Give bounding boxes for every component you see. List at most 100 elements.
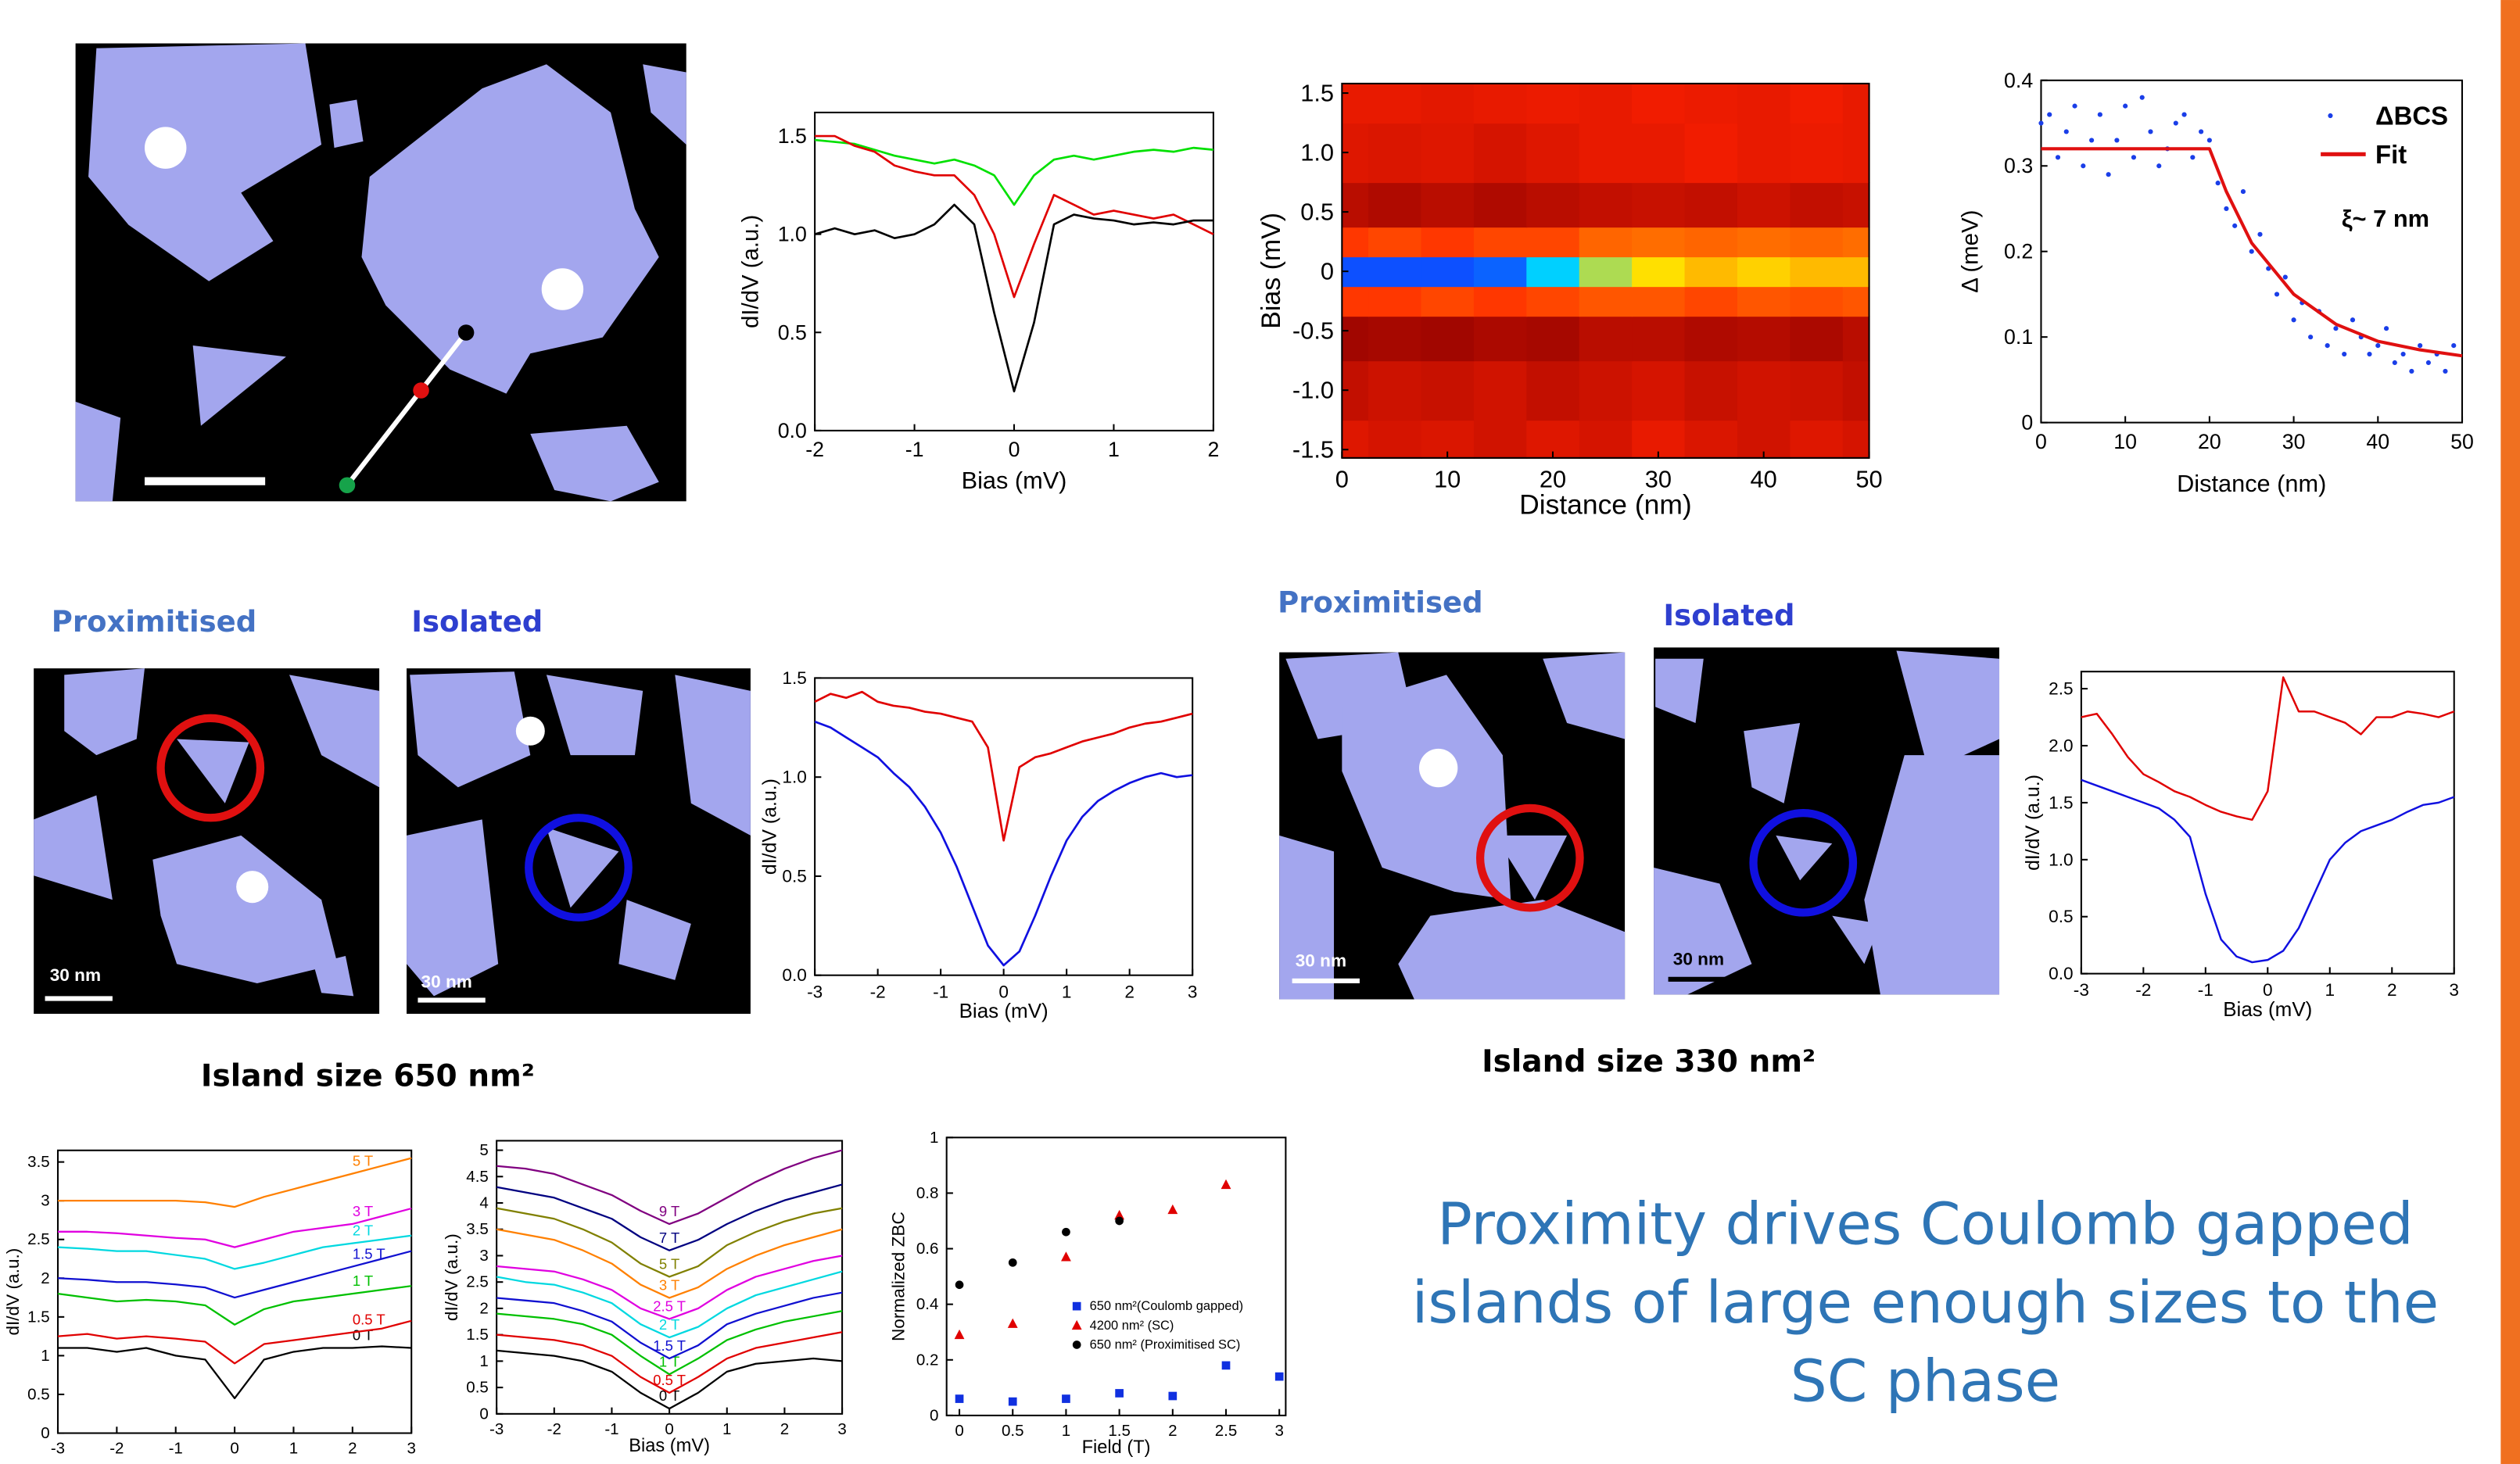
data-point (2308, 335, 2313, 339)
heatmap-cell (1368, 286, 1421, 317)
y-tick-label: 0.4 (2004, 69, 2033, 92)
heatmap-cell (1685, 182, 1738, 227)
y-tick-label: -1.0 (1292, 377, 1334, 404)
y-tick-label: 0 (1321, 258, 1334, 285)
data-line (815, 721, 1192, 965)
x-tick-label: 3 (1274, 1422, 1283, 1440)
x-tick-label: 2.5 (1215, 1422, 1238, 1440)
x-axis-label: Bias (mV) (2223, 997, 2312, 1021)
heatmap-cell (1421, 182, 1474, 227)
heatmap-cell (1843, 84, 1870, 123)
series-label: 1.5 T (653, 1337, 686, 1354)
data-point (1062, 1394, 1070, 1403)
x-tick-label: -1 (169, 1440, 183, 1458)
y-tick-label: 1.5 (1300, 80, 1334, 107)
heatmap-cell (1790, 420, 1843, 459)
heatmap-cell (1632, 123, 1685, 183)
data-point (2350, 317, 2355, 322)
heatmap-cell (1368, 227, 1421, 257)
series-label: 2 T (353, 1222, 373, 1239)
heatmap-cell (1790, 123, 1843, 183)
data-point (2190, 155, 2195, 159)
x-tick-label: 0 (1009, 438, 1020, 461)
x-tick-label: 1 (1062, 982, 1072, 1001)
heatmap-cell (1843, 123, 1870, 183)
y-tick-label: 0.3 (2004, 154, 2033, 177)
heatmap-cell (1474, 123, 1527, 183)
heatmap-cell (1843, 316, 1870, 361)
x-tick-label: 2 (2387, 980, 2397, 1000)
heatmap-cell (1474, 227, 1527, 257)
heatmap-cell (1368, 360, 1421, 421)
series-label: 3 T (659, 1276, 679, 1293)
x-tick-label: 1 (722, 1420, 731, 1438)
x-tick-label: 3 (407, 1440, 415, 1458)
heatmap-cell (1737, 227, 1791, 257)
heatmap-cell (1843, 227, 1870, 257)
data-point (1008, 1319, 1018, 1328)
y-axis-label: dI/dV (a.u.) (2022, 775, 2044, 871)
heatmap-cell (1790, 360, 1843, 421)
series-label: 7 T (659, 1230, 679, 1246)
heatmap-cell (1737, 316, 1791, 361)
data-point (2148, 129, 2153, 134)
heatmap-cell (1579, 182, 1633, 227)
y-tick-label: 1.5 (466, 1326, 489, 1344)
x-tick-label: 10 (2113, 430, 2137, 453)
x-tick-label: 1 (2325, 980, 2335, 1000)
x-tick-label: 0.5 (1002, 1422, 1024, 1440)
heatmap-cell (1579, 84, 1633, 123)
series-label: 9 T (659, 1203, 679, 1219)
y-axis-label: Normalized ZBC (889, 1212, 909, 1341)
data-point (2426, 360, 2431, 365)
annotation: ξ~ 7 nm (2342, 205, 2429, 232)
legend-swatch (1073, 1302, 1081, 1311)
stm-image (76, 44, 686, 502)
data-point (2451, 343, 2456, 348)
series-label: 1 T (353, 1272, 373, 1289)
heatmap-cell (1685, 256, 1738, 287)
data-point (1275, 1373, 1284, 1381)
y-tick-label: 0 (930, 1406, 938, 1424)
heatmap-cell (1474, 360, 1527, 421)
data-point (2443, 369, 2447, 374)
heatmap-cell (1790, 182, 1843, 227)
x-tick-label: 0 (230, 1440, 238, 1458)
heatmap-cell (1632, 256, 1685, 287)
data-point (2257, 232, 2262, 237)
y-axis-label: dI/dV (a.u.) (759, 779, 781, 875)
data-point (1168, 1392, 1177, 1401)
data-point (2207, 138, 2212, 142)
y-tick-label: 1 (479, 1352, 488, 1370)
y-tick-label: 0.5 (466, 1379, 489, 1397)
x-tick-label: 10 (1434, 466, 1461, 493)
data-point (1115, 1389, 1124, 1398)
data-point (1221, 1179, 1231, 1189)
heatmap-cell (1579, 227, 1633, 257)
x-tick-label: 2 (348, 1440, 357, 1458)
y-axis-label: Δ (meV) (1958, 210, 1984, 293)
y-tick-label: 0.5 (1300, 199, 1334, 226)
y-tick-label: 0.5 (27, 1385, 50, 1403)
y-tick-label: 0.8 (916, 1184, 939, 1202)
y-tick-label: 2.5 (2049, 679, 2073, 699)
heatmap-cell (1843, 420, 1870, 459)
x-axis-label: Bias (mV) (959, 999, 1049, 1022)
heatmap-cell (1342, 227, 1369, 257)
data-point (2072, 104, 2077, 109)
y-tick-label: 1.0 (778, 223, 807, 246)
data-point (2367, 352, 2371, 356)
data-point (2081, 163, 2085, 168)
legend-label: 650 nm² (Proximitised SC) (1090, 1337, 1241, 1351)
heatmap-cell (1790, 316, 1843, 361)
heatmap-cell (1526, 286, 1579, 317)
data-point (1062, 1228, 1070, 1237)
series-label: 5 T (659, 1256, 679, 1272)
y-tick-label: 0.2 (2004, 240, 2033, 263)
heatmap-cell (1342, 316, 1369, 361)
data-line (2081, 678, 2454, 820)
heatmap-cell (1342, 420, 1369, 459)
scale-bar-label: 30 nm (1296, 951, 1346, 971)
heatmap-cell (1632, 84, 1685, 123)
